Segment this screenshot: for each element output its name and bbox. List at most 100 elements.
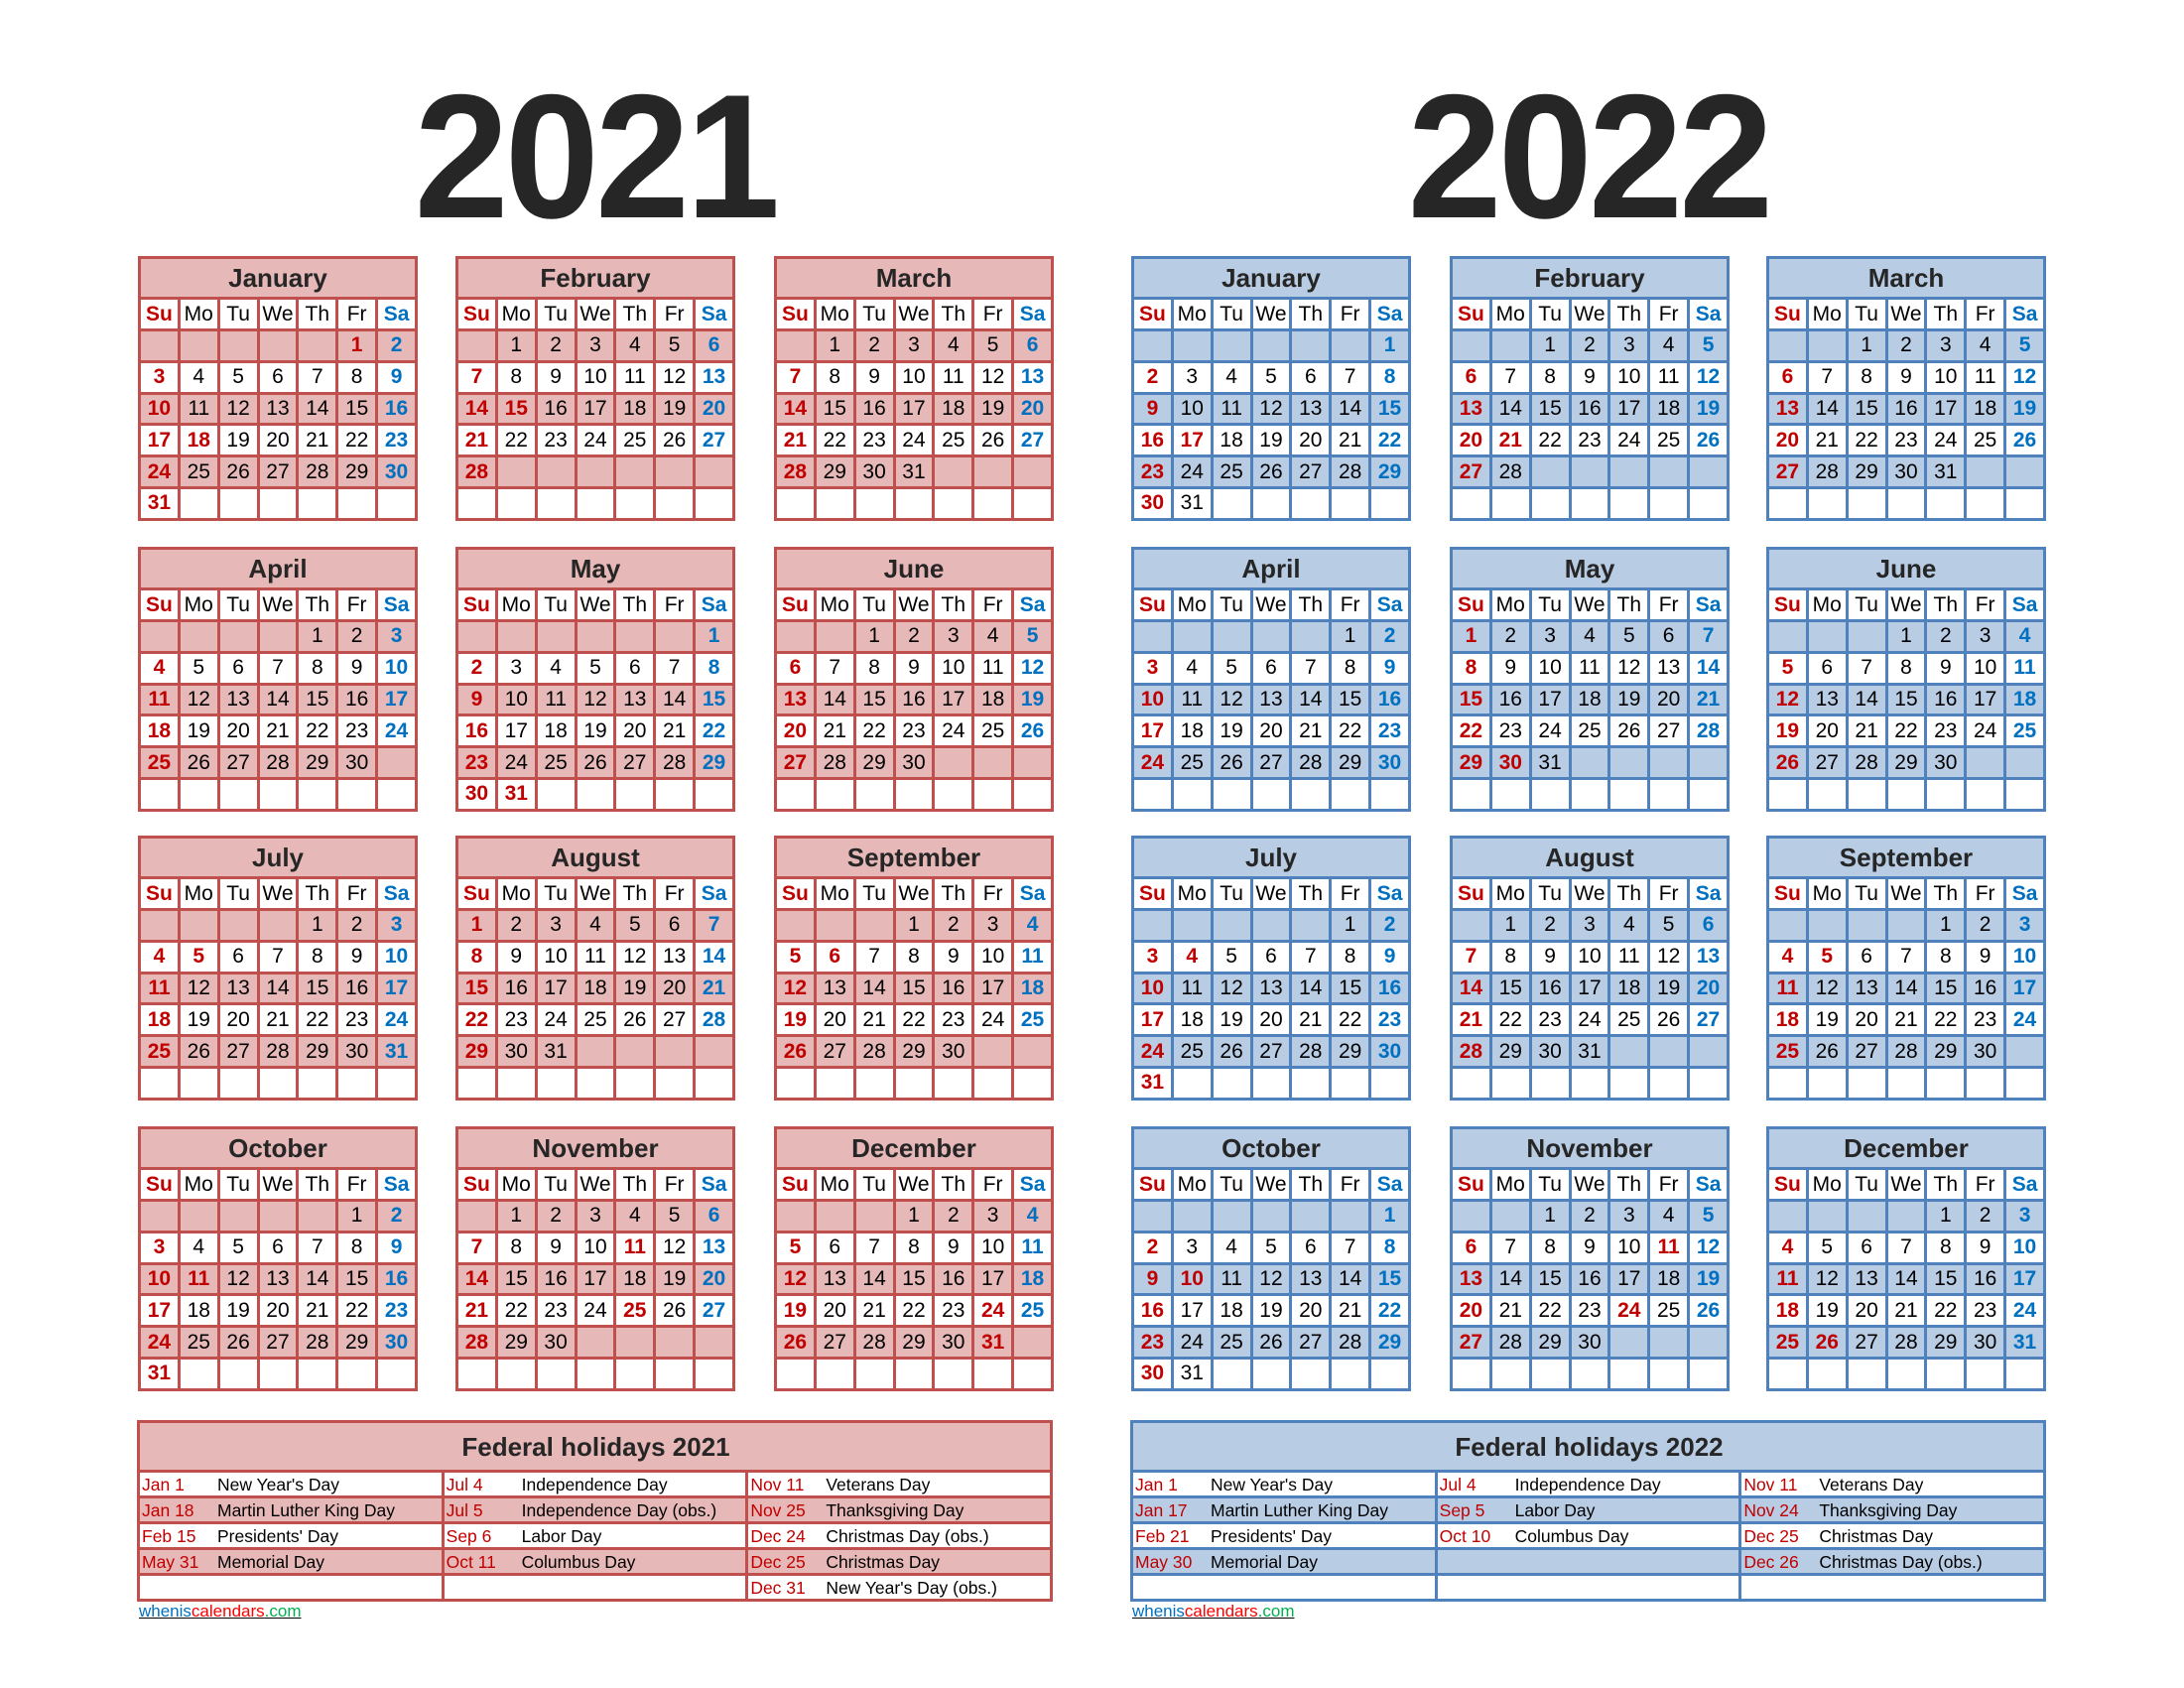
day-cell: 30 [1131,1356,1174,1391]
whenis-calendars-link[interactable]: wheniscalendars.com [1132,1602,1294,1622]
week-row: 4 5 6 7 8 9 10 [1766,939,2046,974]
day-cell: 17 [1607,391,1651,427]
day-cell: 2 [1131,1230,1174,1265]
day-cell: 30 [1368,1034,1411,1069]
weekday-header: Su [1450,587,1492,622]
day-cell: 12 [653,1230,697,1265]
day-cell: 2 [1964,1199,2007,1234]
empty-day-cell [256,908,300,943]
holiday-name: Martin Luther King Day [217,1499,395,1520]
week-row: 6 7 8 9 10 11 12 [1766,359,2046,395]
day-cell: 4 [1647,328,1691,363]
holiday-cell: Feb 21 Presidents' Day [1130,1521,1438,1550]
weekday-header: Sa [1011,1167,1054,1202]
day-cell: 19 [574,714,617,749]
weekday-header: Su [138,297,181,331]
day-cell: 14 [1488,391,1532,427]
empty-day-cell [1249,328,1293,363]
weekday-header: Fr [1329,587,1372,622]
day-cell: 12 [2003,359,2046,395]
day-cell: 7 [1329,1230,1372,1265]
day-cell: 4 [1170,939,1214,974]
week-row: 23 24 25 26 27 28 29 [1131,1325,1411,1360]
holiday-date: Feb 21 [1135,1525,1190,1546]
day-cell: 9 [335,650,379,686]
day-cell: 21 [296,423,339,458]
empty-day-cell [613,1325,657,1360]
day-cell: 22 [1329,1002,1372,1038]
day-cell: 4 [1210,359,1253,395]
empty-day-cell [1647,454,1691,489]
day-cell: 31 [1528,745,1572,780]
empty-day-cell [177,908,220,943]
day-cell: 30 [1964,1325,2007,1360]
empty-day-cell [1210,328,1253,363]
week-row: 1 [1131,328,1411,363]
empty-day-cell [375,745,418,780]
day-cell: 13 [693,359,735,395]
day-cell: 13 [1845,971,1888,1006]
day-cell: 27 [1249,1034,1293,1069]
day-cell: 8 [296,939,339,974]
day-cell: 16 [932,1261,975,1297]
day-cell: 2 [1488,619,1532,654]
holiday-cell: Feb 15 Presidents' Day [137,1521,445,1550]
day-cell: 17 [2003,1261,2046,1297]
empty-day-cell [1488,1199,1532,1234]
empty-day-cell [1647,1034,1691,1069]
whenis-calendars-link[interactable]: wheniscalendars.com [139,1602,301,1622]
day-cell: 16 [335,682,379,717]
day-cell: 14 [256,682,300,717]
day-cell: 14 [813,682,856,717]
holiday-cell: Jan 18 Martin Luther King Day [137,1495,445,1524]
holiday-row: Feb 15 Presidents' Day Sep 6 Labor Day Dec 2… [137,1521,1053,1550]
day-cell: 2 [1131,359,1174,395]
day-cell: 20 [1845,1002,1888,1038]
day-cell: 2 [1368,619,1411,654]
day-cell: 20 [613,714,657,749]
day-cell: 13 [1450,391,1492,427]
day-cell: 17 [534,971,578,1006]
empty-day-cell [1011,1034,1054,1069]
day-cell: 13 [653,939,697,974]
day-cell: 7 [1450,939,1492,974]
day-cell: 3 [1170,359,1214,395]
day-cell: 3 [138,1230,181,1265]
day-cell: 19 [653,391,697,427]
holiday-name: Veterans Day [826,1474,931,1494]
day-cell: 19 [1687,391,1730,427]
day-cell: 18 [138,1002,181,1038]
day-cell: 15 [1884,682,1928,717]
day-cell: 15 [494,391,538,427]
holiday-name: Memorial Day [1211,1551,1318,1572]
day-cell: 25 [177,454,220,489]
empty-day-cell [1924,1065,1968,1101]
day-cell: 12 [1687,1230,1730,1265]
day-cell: 7 [1884,939,1928,974]
day-cell: 22 [1845,423,1888,458]
holiday-cell: Jan 1 New Year's Day [1130,1470,1438,1498]
day-cell: 7 [693,908,735,943]
empty-day-cell [177,485,220,521]
empty-day-cell [534,454,578,489]
empty-day-cell [138,1065,181,1101]
day-cell: 3 [1528,619,1572,654]
day-cell: 29 [1450,745,1492,780]
week-row: 10 11 12 13 14 15 16 [138,1261,418,1297]
day-cell: 3 [2003,1199,2046,1234]
day-cell: 29 [1368,454,1411,489]
holiday-cell: Nov 24 Thanksgiving Day [1738,1495,2046,1524]
day-cell: 4 [1647,1199,1691,1234]
empty-day-cell [1011,1356,1054,1391]
weekday-header: Su [774,297,817,331]
day-cell: 5 [1805,939,1849,974]
week-row: 20 21 22 23 24 25 26 [1450,1293,1730,1329]
weekday-header: Tu [1210,876,1253,911]
week-row: 20 21 22 23 24 25 26 [1450,423,1730,458]
month-june-2021: June Su Mo Tu We Th Fr Sa 1 2 3 4 5 6 7 8 9 10 11 12 13 14 15 1… [774,547,1054,812]
day-cell: 14 [774,391,817,427]
holiday-name: Christmas Day (obs.) [826,1525,989,1546]
empty-day-cell [138,908,181,943]
